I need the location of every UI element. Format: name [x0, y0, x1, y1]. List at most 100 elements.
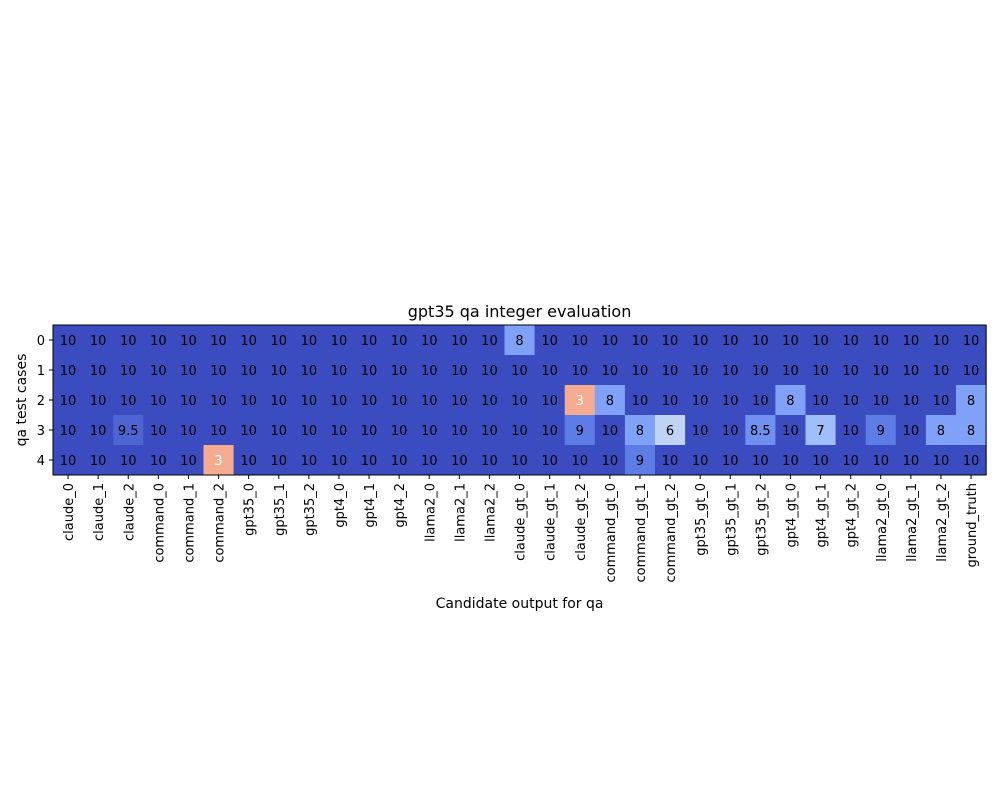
- cell-value-label: 10: [270, 454, 287, 469]
- cell-value-label: 10: [903, 454, 920, 469]
- heatmap-cell: [83, 445, 114, 476]
- cell-value-label: 10: [361, 424, 378, 439]
- cell-value-label: 10: [481, 334, 498, 349]
- cell-value-label: 10: [872, 394, 889, 409]
- cell-value-label: 10: [692, 364, 709, 379]
- heatmap-cell: [594, 325, 626, 356]
- x-tick-label: gpt35_1: [273, 483, 288, 536]
- heatmap-cell: [715, 325, 746, 356]
- heatmap-cell: [474, 385, 505, 416]
- cell-value-label: 10: [571, 334, 588, 349]
- cell-value-label: 9: [576, 424, 584, 439]
- cell-value-label: 10: [150, 394, 167, 409]
- cell-value-label: 8: [967, 424, 975, 439]
- heatmap-cell: [474, 445, 505, 476]
- heatmap-cell: [203, 355, 235, 386]
- heatmap-cell: [956, 415, 987, 446]
- cell-value-label: 10: [481, 394, 498, 409]
- heatmap-cell: [113, 385, 144, 416]
- cell-value-label: 3: [576, 394, 584, 409]
- cell-value-label: 10: [150, 454, 167, 469]
- heatmap-cell: [263, 385, 295, 416]
- y-tick-label: 2: [37, 394, 45, 409]
- heatmap-cell: [956, 325, 987, 356]
- cell-value-label: 10: [752, 394, 769, 409]
- cell-value-label: 10: [391, 364, 408, 379]
- heatmap-cell: [835, 445, 867, 476]
- cell-value-label: 10: [692, 334, 709, 349]
- cell-value-label: 10: [541, 454, 558, 469]
- cell-value-label: 10: [210, 424, 227, 439]
- cell-value-label: 10: [421, 394, 438, 409]
- heatmap-cell: [233, 445, 265, 476]
- heatmap-cell: [594, 415, 626, 446]
- cell-value-label: 10: [331, 334, 348, 349]
- chart-title: gpt35 qa integer evaluation: [408, 302, 632, 321]
- heatmap-cell: [83, 325, 114, 356]
- heatmap-cell: [655, 355, 686, 386]
- x-tick-label: claude_gt_1: [544, 483, 559, 561]
- cell-value-label: 10: [421, 364, 438, 379]
- heatmap-cell: [805, 385, 837, 416]
- heatmap-cell: [384, 415, 415, 446]
- x-tick-label: gpt4_gt_0: [784, 483, 799, 548]
- x-tick-label: gpt4_1: [363, 483, 378, 528]
- heatmap-cell: [594, 445, 626, 476]
- heatmap-cell: [83, 385, 114, 416]
- heatmap-cell: [504, 325, 536, 356]
- heatmap-cell: [53, 415, 84, 446]
- cell-value-label: 10: [60, 364, 77, 379]
- cell-value-label: 10: [933, 334, 950, 349]
- heatmap-cell: [113, 445, 144, 476]
- heatmap-cell: [203, 415, 235, 446]
- cell-value-label: 10: [60, 454, 77, 469]
- cell-value-label: 10: [963, 454, 980, 469]
- cell-value-label: 10: [963, 364, 980, 379]
- cell-value-label: 10: [812, 454, 829, 469]
- cell-value-label: 10: [903, 364, 920, 379]
- cell-value-label: 10: [421, 424, 438, 439]
- heatmap-cell: [233, 325, 265, 356]
- heatmap-cell: [835, 415, 867, 446]
- heatmap-cell: [865, 385, 897, 416]
- heatmap-cell: [534, 415, 566, 446]
- heatmap-cell: [624, 325, 656, 356]
- heatmap-cell: [865, 415, 897, 446]
- heatmap-cell: [414, 415, 445, 446]
- cell-value-label: 7: [816, 424, 824, 439]
- heatmap-cell: [655, 385, 686, 416]
- cell-value-label: 10: [782, 334, 799, 349]
- cell-value-label: 8: [967, 394, 975, 409]
- heatmap-cell: [745, 325, 776, 356]
- heatmap-cell: [655, 415, 686, 446]
- cell-value-label: 10: [391, 454, 408, 469]
- x-tick-label: command_gt_1: [634, 483, 649, 583]
- x-tick-label: gpt4_gt_2: [845, 483, 860, 548]
- cell-value-label: 10: [481, 364, 498, 379]
- cell-value-label: 10: [361, 334, 378, 349]
- cell-value-label: 10: [270, 334, 287, 349]
- heatmap-cell: [113, 415, 144, 446]
- cell-value-label: 10: [301, 394, 318, 409]
- heatmap-cell: [925, 445, 957, 476]
- heatmap-cell: [233, 415, 265, 446]
- heatmap-cell: [173, 415, 204, 446]
- cell-value-label: 10: [632, 334, 649, 349]
- heatmap-cell: [564, 445, 596, 476]
- cell-value-label: 10: [331, 454, 348, 469]
- x-tick-label: claude_0: [62, 483, 77, 541]
- cell-value-label: 10: [301, 424, 318, 439]
- cell-value-label: 10: [903, 394, 920, 409]
- heatmap-cell: [925, 355, 957, 386]
- heatmap-cell: [384, 445, 415, 476]
- x-tick-label: claude_1: [92, 483, 107, 541]
- heatmap-cell: [143, 355, 174, 386]
- cell-value-label: 10: [481, 424, 498, 439]
- heatmap-cell: [865, 325, 897, 356]
- heatmap-cell: [685, 445, 716, 476]
- cell-value-label: 10: [662, 364, 679, 379]
- x-tick-label: llama2_2: [483, 483, 498, 542]
- cell-value-label: 10: [692, 394, 709, 409]
- heatmap-cell: [53, 445, 84, 476]
